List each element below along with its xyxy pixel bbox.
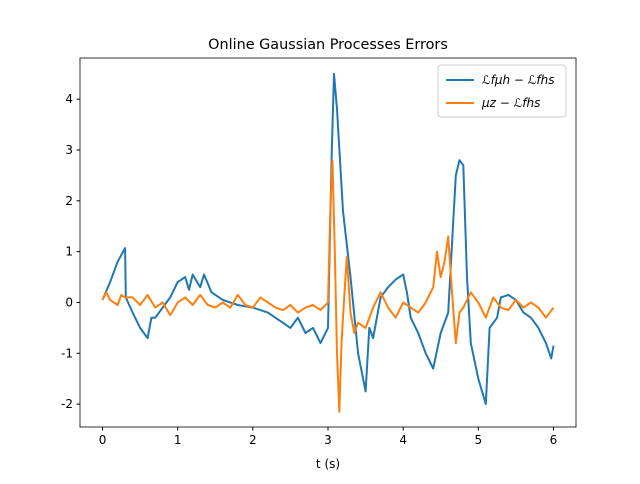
y-tick-label: 3 [65,143,73,157]
line-series [101,72,555,406]
y-tick-label: 4 [65,92,73,106]
y-tick-label: 1 [65,245,73,259]
chart-title: Online Gaussian Processes Errors [208,37,448,53]
legend-label: μz − ℒfhs [481,96,540,110]
y-tick-label: -2 [61,397,73,411]
x-tick-label: 1 [174,433,182,447]
x-tick-label: 0 [99,433,107,447]
y-tick-label: 2 [65,194,73,208]
x-axis-label: t (s) [316,457,340,471]
x-tick-label: 3 [324,433,332,447]
x-tick-label: 4 [399,433,407,447]
y-tick-label: -1 [61,346,73,360]
x-tick-label: 6 [550,433,558,447]
x-tick-label: 2 [249,433,257,447]
legend-label: ℒfμh − ℒfhs [482,73,555,87]
line-series [101,159,555,413]
y-tick-label: 0 [65,295,73,309]
plot-frame [79,57,577,428]
x-tick-label: 5 [474,433,482,447]
